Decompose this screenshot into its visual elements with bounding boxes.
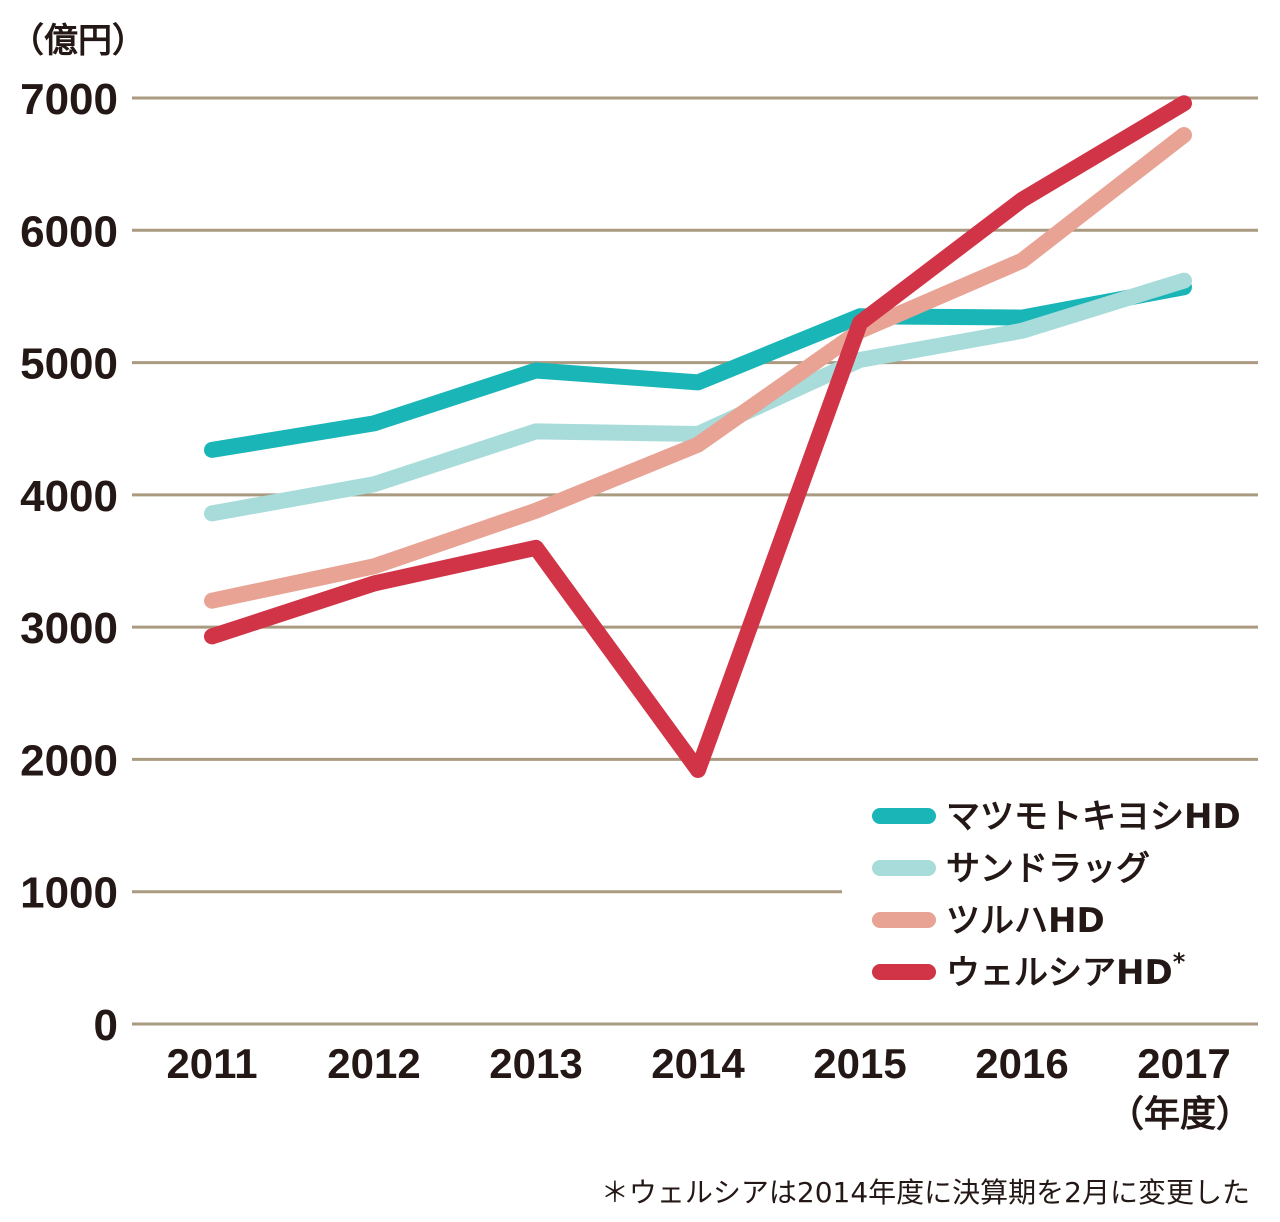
y-tick-label: 6000 (20, 207, 118, 256)
legend-label: ツルハHD (946, 901, 1105, 941)
legend-label: サンドラッグ (946, 849, 1150, 889)
series-lines (204, 95, 1192, 778)
y-tick-label: 2000 (20, 736, 118, 785)
series-line (204, 95, 1192, 778)
x-tick-label: 2013 (489, 1040, 582, 1087)
x-tick-label: 2014 (651, 1040, 745, 1087)
y-tick-label: 7000 (20, 75, 118, 124)
x-tick-label: 2017 (1137, 1040, 1230, 1087)
legend-label: マツモトキヨシHD (946, 797, 1241, 837)
y-tick-label: 4000 (20, 472, 118, 521)
legend-label: ウェルシアHD* (946, 948, 1186, 993)
legend-footnote-marker: * (1173, 948, 1186, 976)
series-line (204, 127, 1192, 609)
series-line (204, 279, 1192, 458)
footnote: ＊ウェルシアは2014年度に決算期を2月に変更した (601, 1176, 1250, 1209)
x-tick-label: 2016 (975, 1040, 1068, 1087)
x-tick-label: 2011 (166, 1040, 257, 1087)
x-axis-ticks: 2011 2012 2013 2014 2015 2016 2017 (166, 1040, 1230, 1087)
y-tick-label: 3000 (20, 604, 118, 653)
x-tick-label: 2015 (813, 1040, 906, 1087)
y-tick-label: 0 (94, 1001, 118, 1050)
y-axis-unit-label: （億円） (10, 21, 146, 61)
x-axis-unit-label: （年度） (1108, 1094, 1252, 1135)
series-line (204, 272, 1192, 522)
y-tick-label: 5000 (20, 340, 118, 389)
x-tick-label: 2012 (327, 1040, 420, 1087)
y-tick-label: 1000 (20, 869, 118, 918)
y-axis-ticks: 0 1000 2000 3000 4000 5000 6000 7000 (20, 75, 118, 1050)
